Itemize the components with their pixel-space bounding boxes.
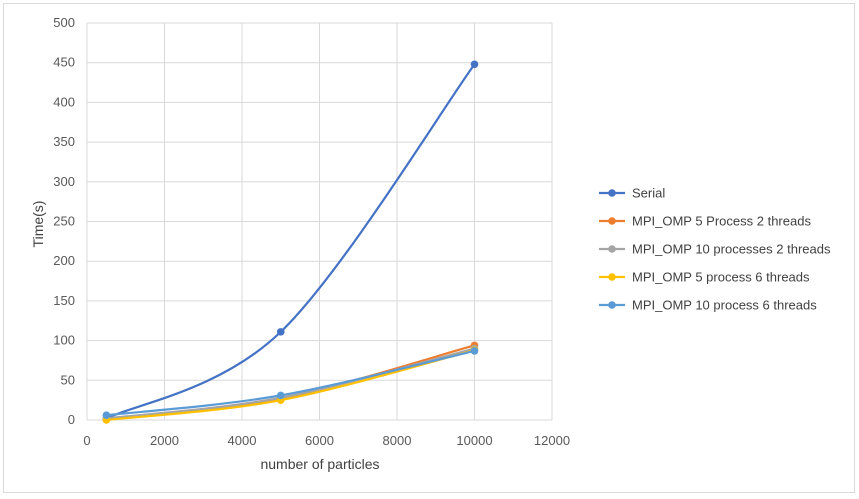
y-tick-label: 100 bbox=[53, 333, 75, 348]
series-line bbox=[105, 63, 476, 420]
data-point bbox=[276, 391, 285, 400]
series-4 bbox=[102, 346, 479, 424]
legend-label: MPI_OMP 10 process 6 threads bbox=[632, 298, 817, 313]
x-tick-label: 12000 bbox=[534, 433, 570, 448]
series-5 bbox=[102, 347, 479, 420]
series-1 bbox=[102, 60, 479, 423]
legend-item: MPI_OMP 5 Process 2 threads bbox=[599, 214, 811, 229]
y-tick-label: 50 bbox=[61, 372, 75, 387]
y-axis-ticks: 0 50 100 150 200 250 300 350 400 450 500 bbox=[53, 15, 75, 427]
y-tick-label: 250 bbox=[53, 214, 75, 229]
legend-label: MPI_OMP 10 processes 2 threads bbox=[632, 242, 831, 257]
y-tick-label: 450 bbox=[53, 55, 75, 70]
x-tick-label: 0 bbox=[83, 433, 90, 448]
legend-label: MPI_OMP 5 Process 2 threads bbox=[632, 214, 811, 229]
data-point bbox=[470, 347, 479, 355]
x-tick-label: 2000 bbox=[150, 433, 179, 448]
legend-swatch-marker bbox=[608, 301, 616, 309]
y-tick-label: 150 bbox=[53, 293, 75, 308]
legend-item: MPI_OMP 5 process 6 threads bbox=[599, 270, 810, 285]
data-point bbox=[470, 60, 479, 69]
legend-swatch-marker bbox=[608, 217, 616, 225]
series-line bbox=[105, 347, 476, 420]
x-axis-title: number of particles bbox=[260, 456, 379, 472]
line-chart: 0 50 100 150 200 250 300 350 400 450 500 0 2000 4000… bbox=[30, 15, 831, 472]
legend-label: MPI_OMP 5 process 6 threads bbox=[632, 270, 810, 285]
legend-swatch-marker bbox=[608, 189, 616, 197]
gridlines bbox=[86, 22, 553, 421]
data-point bbox=[102, 411, 111, 420]
chart-frame: 0 50 100 150 200 250 300 350 400 450 500 0 2000 4000… bbox=[3, 3, 855, 493]
legend-swatch-marker bbox=[608, 273, 616, 281]
y-tick-label: 350 bbox=[53, 134, 75, 149]
legend: Serial MPI_OMP 5 Process 2 threads MPI_OMP… bbox=[599, 186, 831, 313]
legend-label: Serial bbox=[632, 186, 665, 201]
x-tick-label: 8000 bbox=[383, 433, 412, 448]
x-tick-label: 10000 bbox=[456, 433, 492, 448]
y-tick-label: 500 bbox=[53, 15, 75, 30]
y-tick-label: 400 bbox=[53, 94, 75, 109]
x-axis-ticks: 0 2000 4000 6000 8000 10000 12000 bbox=[83, 433, 570, 448]
data-point bbox=[276, 328, 285, 336]
y-tick-label: 0 bbox=[68, 412, 75, 427]
legend-item: Serial bbox=[599, 186, 665, 201]
y-tick-label: 200 bbox=[53, 253, 75, 268]
series-group bbox=[102, 60, 479, 424]
x-tick-label: 6000 bbox=[305, 433, 334, 448]
x-tick-label: 4000 bbox=[228, 433, 257, 448]
legend-item: MPI_OMP 10 process 6 threads bbox=[599, 298, 817, 313]
legend-item: MPI_OMP 10 processes 2 threads bbox=[599, 242, 831, 257]
series-line bbox=[105, 344, 476, 421]
y-axis-title: Time(s) bbox=[30, 201, 46, 248]
legend-swatch-marker bbox=[608, 245, 616, 253]
y-tick-label: 300 bbox=[53, 174, 75, 189]
